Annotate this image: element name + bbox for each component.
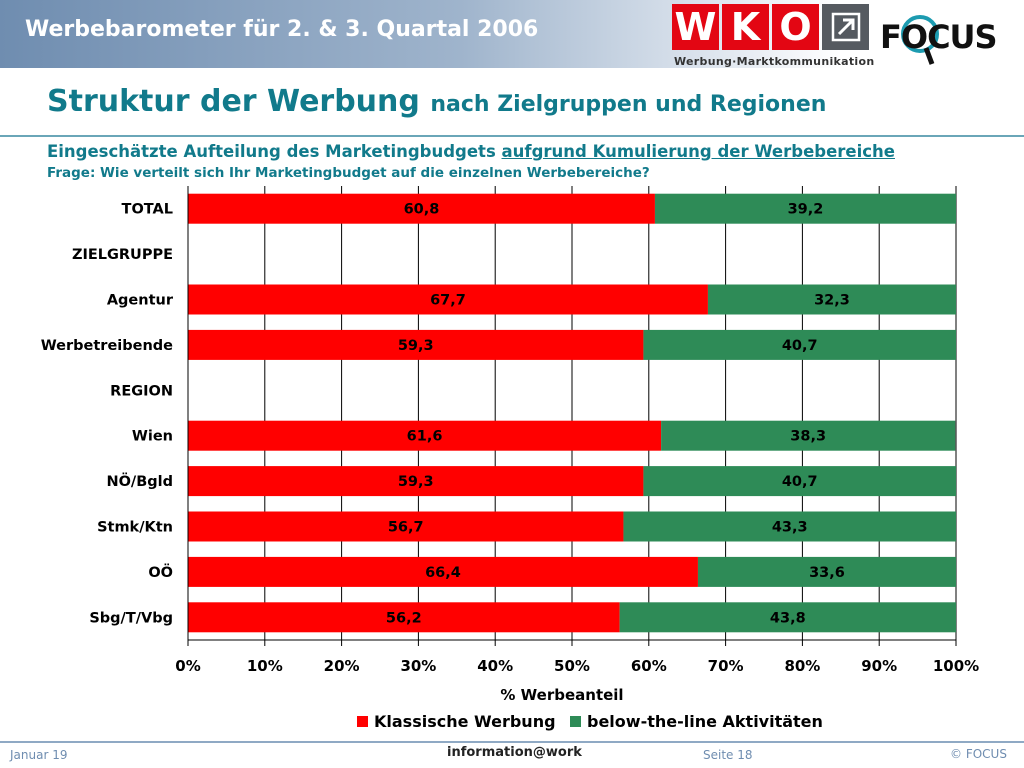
data-label: 59,3: [398, 474, 434, 490]
legend-swatch: [570, 716, 581, 727]
title-divider: [0, 135, 1024, 137]
x-tick-label: 60%: [631, 657, 667, 675]
data-label: 56,7: [388, 520, 424, 536]
bar-segment: [188, 466, 644, 497]
y-category-label: Agentur: [107, 293, 174, 309]
x-tick-label: 30%: [400, 657, 436, 675]
focus-logo-text: FOCUS: [880, 18, 998, 56]
bar-segment: [188, 511, 624, 542]
bar-segment: [643, 466, 956, 497]
wko-subtitle: Werbung·Marktkommunikation: [674, 55, 875, 68]
footer-info: information@work: [447, 745, 582, 760]
data-label: 39,2: [788, 202, 824, 218]
chart-legend: Klassische Werbung below-the-line Aktivit…: [357, 712, 823, 731]
page-title-rest: nach Zielgruppen und Regionen: [430, 92, 827, 117]
focus-logo: FOCUS: [876, 8, 1008, 70]
bar-segment: [188, 284, 708, 315]
x-tick-label: 70%: [708, 657, 744, 675]
data-label: 32,3: [814, 293, 850, 309]
data-label: 40,7: [782, 474, 818, 490]
legend-label: below-the-line Aktivitäten: [587, 712, 823, 731]
legend-label: Klassische Werbung: [374, 712, 556, 731]
x-tick-label: 90%: [861, 657, 897, 675]
subtitle-underlined: aufgrund Kumulierung der Werbebereiche: [501, 142, 895, 161]
wko-letter-w: W: [672, 4, 719, 50]
data-label: 67,7: [430, 293, 466, 309]
page-number: Seite 18: [703, 748, 753, 762]
magnifier-icon: [901, 15, 939, 65]
y-category-label: Sbg/T/Vbg: [89, 610, 173, 626]
data-label: 56,2: [386, 610, 422, 626]
x-tick-label: 0%: [175, 657, 200, 675]
y-category-label: Wien: [132, 429, 173, 445]
bar-segment: [654, 193, 956, 224]
bar-segment: [643, 329, 956, 360]
bar-segment: [623, 511, 956, 542]
y-category-label: Stmk/Ktn: [97, 520, 173, 536]
bar-segment: [661, 420, 956, 451]
x-tick-label: 10%: [247, 657, 283, 675]
x-tick-label: 40%: [477, 657, 513, 675]
bar-segment: [188, 420, 662, 451]
bar-segment: [707, 284, 956, 315]
y-category-label: TOTAL: [122, 202, 173, 218]
bar-segment: [188, 193, 655, 224]
chart-subtitle: Eingeschätzte Aufteilung des Marketingbu…: [47, 142, 895, 161]
bar-segment: [188, 556, 698, 587]
wko-logo: W K O Werbung·Marktkommunikation: [672, 4, 875, 68]
data-label: 59,3: [398, 338, 434, 354]
x-tick-label: 80%: [784, 657, 820, 675]
legend-swatch: [357, 716, 368, 727]
data-label: 40,7: [782, 338, 818, 354]
page-title: Struktur der Werbung nach Zielgruppen un…: [47, 84, 826, 119]
y-category-label: ZIELGRUPPE: [72, 247, 173, 263]
bar-segment: [697, 556, 956, 587]
data-label: 66,4: [425, 565, 461, 581]
data-label: 43,8: [770, 610, 806, 626]
page-title-main: Struktur der Werbung: [47, 84, 420, 119]
wko-letter-k: K: [722, 4, 769, 50]
data-label: 43,3: [772, 520, 808, 536]
data-label: 60,8: [404, 202, 440, 218]
y-category-label: Werbetreibende: [41, 338, 173, 354]
bar-segment: [619, 602, 956, 633]
data-label: 33,6: [809, 565, 845, 581]
footer-divider: [0, 741, 1024, 743]
y-category-label: REGION: [110, 383, 173, 399]
arrow-up-right-icon: [822, 4, 869, 50]
chart-labels: 60,8 39,2 67,7 32,3 59,3 40,7 61,6 38,3 59,3 40,7…: [386, 202, 850, 627]
footer-date: Januar 19: [10, 748, 68, 762]
bar-segment: [188, 329, 644, 360]
bar-segment: [188, 602, 620, 633]
x-tick-label: 50%: [554, 657, 590, 675]
data-label: 38,3: [790, 429, 826, 445]
x-tick-label: 20%: [324, 657, 360, 675]
footer-copyright: © FOCUS: [950, 747, 1007, 761]
x-tick-label: 100%: [933, 657, 979, 675]
chart-axes: 0% 10% 20% 30% 40% 50% 60% 70% 80% 90% 100% % Werbe…: [41, 186, 979, 704]
data-label: 61,6: [407, 429, 443, 445]
wko-letter-o: O: [772, 4, 819, 50]
x-axis-title: % Werbeanteil: [500, 686, 623, 704]
subtitle-plain: Eingeschätzte Aufteilung des Marketingbu…: [47, 142, 496, 161]
chart-bars: [188, 193, 956, 633]
stacked-bar-chart: 60,8 39,2 67,7 32,3 59,3 40,7 61,6 38,3 59,3 40,7…: [41, 186, 979, 731]
y-category-label: NÖ/Bgld: [106, 472, 173, 490]
header-title: Werbebarometer für 2. & 3. Quartal 2006: [25, 17, 539, 42]
survey-question: Frage: Wie verteilt sich Ihr Marketingbu…: [47, 165, 650, 181]
y-category-label: OÖ: [148, 563, 173, 581]
